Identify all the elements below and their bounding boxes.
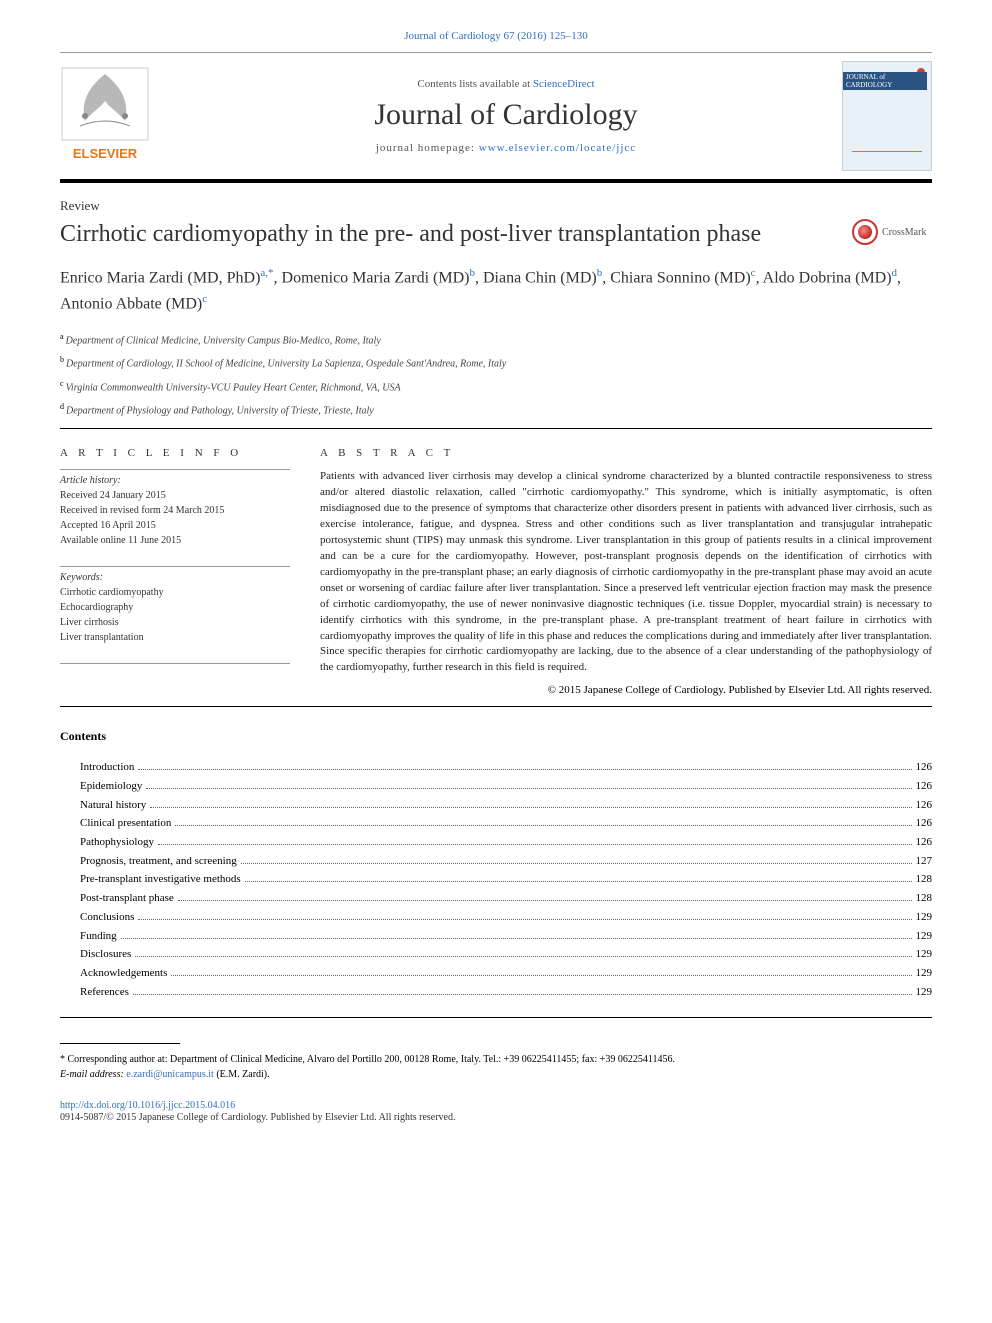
elsevier-logo: ELSEVIER <box>60 66 150 166</box>
journal-header: ELSEVIER Contents lists available at Sci… <box>60 52 932 183</box>
affiliation: dDepartment of Physiology and Pathology,… <box>60 401 932 418</box>
toc-label: Acknowledgements <box>80 964 167 983</box>
issn-line: 0914-5087/© 2015 Japanese College of Car… <box>60 1112 932 1123</box>
keyword: Liver transplantation <box>60 630 290 645</box>
toc-label: References <box>80 983 129 1002</box>
toc-page: 127 <box>916 852 933 871</box>
toc-page: 126 <box>916 833 933 852</box>
toc-label: Natural history <box>80 796 146 815</box>
affiliation: aDepartment of Clinical Medicine, Univer… <box>60 331 932 348</box>
history-line: Accepted 16 April 2015 <box>60 518 290 533</box>
journal-homepage: journal homepage: www.elsevier.com/locat… <box>170 142 842 154</box>
article-info-heading: A R T I C L E I N F O <box>60 447 290 459</box>
keyword: Cirrhotic cardiomyopathy <box>60 585 290 600</box>
article-info-sidebar: A R T I C L E I N F O Article history: R… <box>60 447 290 696</box>
toc-page: 128 <box>916 889 933 908</box>
toc-page: 129 <box>916 964 933 983</box>
contents-heading: Contents <box>60 729 932 744</box>
crossmark-label: CrossMark <box>882 227 926 238</box>
keyword: Liver cirrhosis <box>60 615 290 630</box>
journal-name: Journal of Cardiology <box>170 98 842 132</box>
toc-label: Disclosures <box>80 945 131 964</box>
affiliation: cVirginia Commonwealth University-VCU Pa… <box>60 378 932 395</box>
history-label: Article history: <box>60 473 290 488</box>
toc-entry: Clinical presentation 126 <box>80 814 932 833</box>
abstract-column: A B S T R A C T Patients with advanced l… <box>320 447 932 696</box>
svg-text:ELSEVIER: ELSEVIER <box>73 146 138 161</box>
keyword: Echocardiography <box>60 600 290 615</box>
toc-entry: Prognosis, treatment, and screening 127 <box>80 852 932 871</box>
toc-entry: Epidemiology 126 <box>80 777 932 796</box>
divider <box>60 1017 932 1018</box>
affiliation: bDepartment of Cardiology, II School of … <box>60 354 932 371</box>
toc-page: 128 <box>916 870 933 889</box>
toc-label: Epidemiology <box>80 777 142 796</box>
author-email-link[interactable]: e.zardi@unicampus.it <box>126 1069 214 1080</box>
toc-entry: Introduction 126 <box>80 758 932 777</box>
toc-entry: Pre-transplant investigative methods 128 <box>80 870 932 889</box>
abstract-heading: A B S T R A C T <box>320 447 932 459</box>
toc-entry: Post-transplant phase 128 <box>80 889 932 908</box>
top-citation: Journal of Cardiology 67 (2016) 125–130 <box>60 30 932 42</box>
history-line: Received in revised form 24 March 2015 <box>60 503 290 518</box>
table-of-contents: Introduction126Epidemiology126Natural hi… <box>60 758 932 1001</box>
abstract-text: Patients with advanced liver cirrhosis m… <box>320 469 932 676</box>
toc-page: 126 <box>916 758 933 777</box>
toc-label: Introduction <box>80 758 134 777</box>
history-line: Received 24 January 2015 <box>60 488 290 503</box>
toc-page: 126 <box>916 777 933 796</box>
toc-page: 129 <box>916 945 933 964</box>
toc-label: Funding <box>80 927 117 946</box>
divider <box>60 706 932 707</box>
keywords-label: Keywords: <box>60 570 290 585</box>
article-title: Cirrhotic cardiomyopathy in the pre- and… <box>60 219 852 250</box>
article-type: Review <box>60 198 932 214</box>
toc-label: Post-transplant phase <box>80 889 174 908</box>
crossmark-icon <box>852 219 878 245</box>
crossmark-badge[interactable]: CrossMark <box>852 219 932 245</box>
toc-entry: Funding 129 <box>80 927 932 946</box>
toc-entry: Acknowledgements 129 <box>80 964 932 983</box>
homepage-link[interactable]: www.elsevier.com/locate/jjcc <box>479 142 636 154</box>
contents-available: Contents lists available at ScienceDirec… <box>170 78 842 90</box>
toc-label: Pathophysiology <box>80 833 154 852</box>
toc-label: Clinical presentation <box>80 814 171 833</box>
toc-label: Prognosis, treatment, and screening <box>80 852 237 871</box>
divider <box>60 428 932 429</box>
abstract-copyright: © 2015 Japanese College of Cardiology. P… <box>320 684 932 696</box>
doi-link[interactable]: http://dx.doi.org/10.1016/j.jjcc.2015.04… <box>60 1100 235 1111</box>
toc-page: 129 <box>916 927 933 946</box>
footnote-rule <box>60 1043 180 1044</box>
toc-entry: Pathophysiology 126 <box>80 833 932 852</box>
toc-label: Conclusions <box>80 908 134 927</box>
sciencedirect-link[interactable]: ScienceDirect <box>533 78 595 90</box>
toc-entry: References 129 <box>80 983 932 1002</box>
toc-entry: Disclosures 129 <box>80 945 932 964</box>
toc-page: 126 <box>916 814 933 833</box>
history-line: Available online 11 June 2015 <box>60 533 290 548</box>
toc-label: Pre-transplant investigative methods <box>80 870 241 889</box>
journal-cover-thumbnail: JOURNAL of CARDIOLOGY <box>842 61 932 171</box>
authors-list: Enrico Maria Zardi (MD, PhD)a,*, Domenic… <box>60 265 932 316</box>
toc-page: 129 <box>916 908 933 927</box>
toc-entry: Conclusions 129 <box>80 908 932 927</box>
corresponding-author-footnote: * Corresponding author at: Department of… <box>60 1052 932 1082</box>
toc-entry: Natural history 126 <box>80 796 932 815</box>
toc-page: 129 <box>916 983 933 1002</box>
toc-page: 126 <box>916 796 933 815</box>
